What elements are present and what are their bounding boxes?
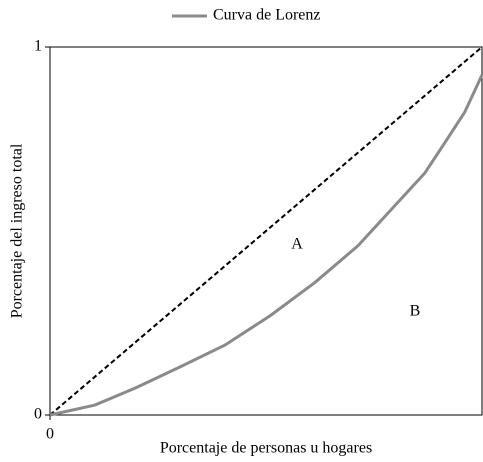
annotation: A <box>291 236 303 253</box>
y-axis-label: Porcentaje del ingreso total <box>9 143 26 318</box>
legend-label: Curva de Lorenz <box>213 7 321 24</box>
plot-frame <box>49 46 483 416</box>
y-tick-label: 0 <box>34 406 42 423</box>
equality-line <box>49 46 483 416</box>
y-tick-label: 1 <box>34 38 42 55</box>
x-tick-label: 0 <box>46 426 54 443</box>
x-axis-label: Porcentaje de personas u hogares <box>160 440 372 457</box>
annotation: B <box>410 303 421 320</box>
lorenz-curve <box>49 74 483 417</box>
